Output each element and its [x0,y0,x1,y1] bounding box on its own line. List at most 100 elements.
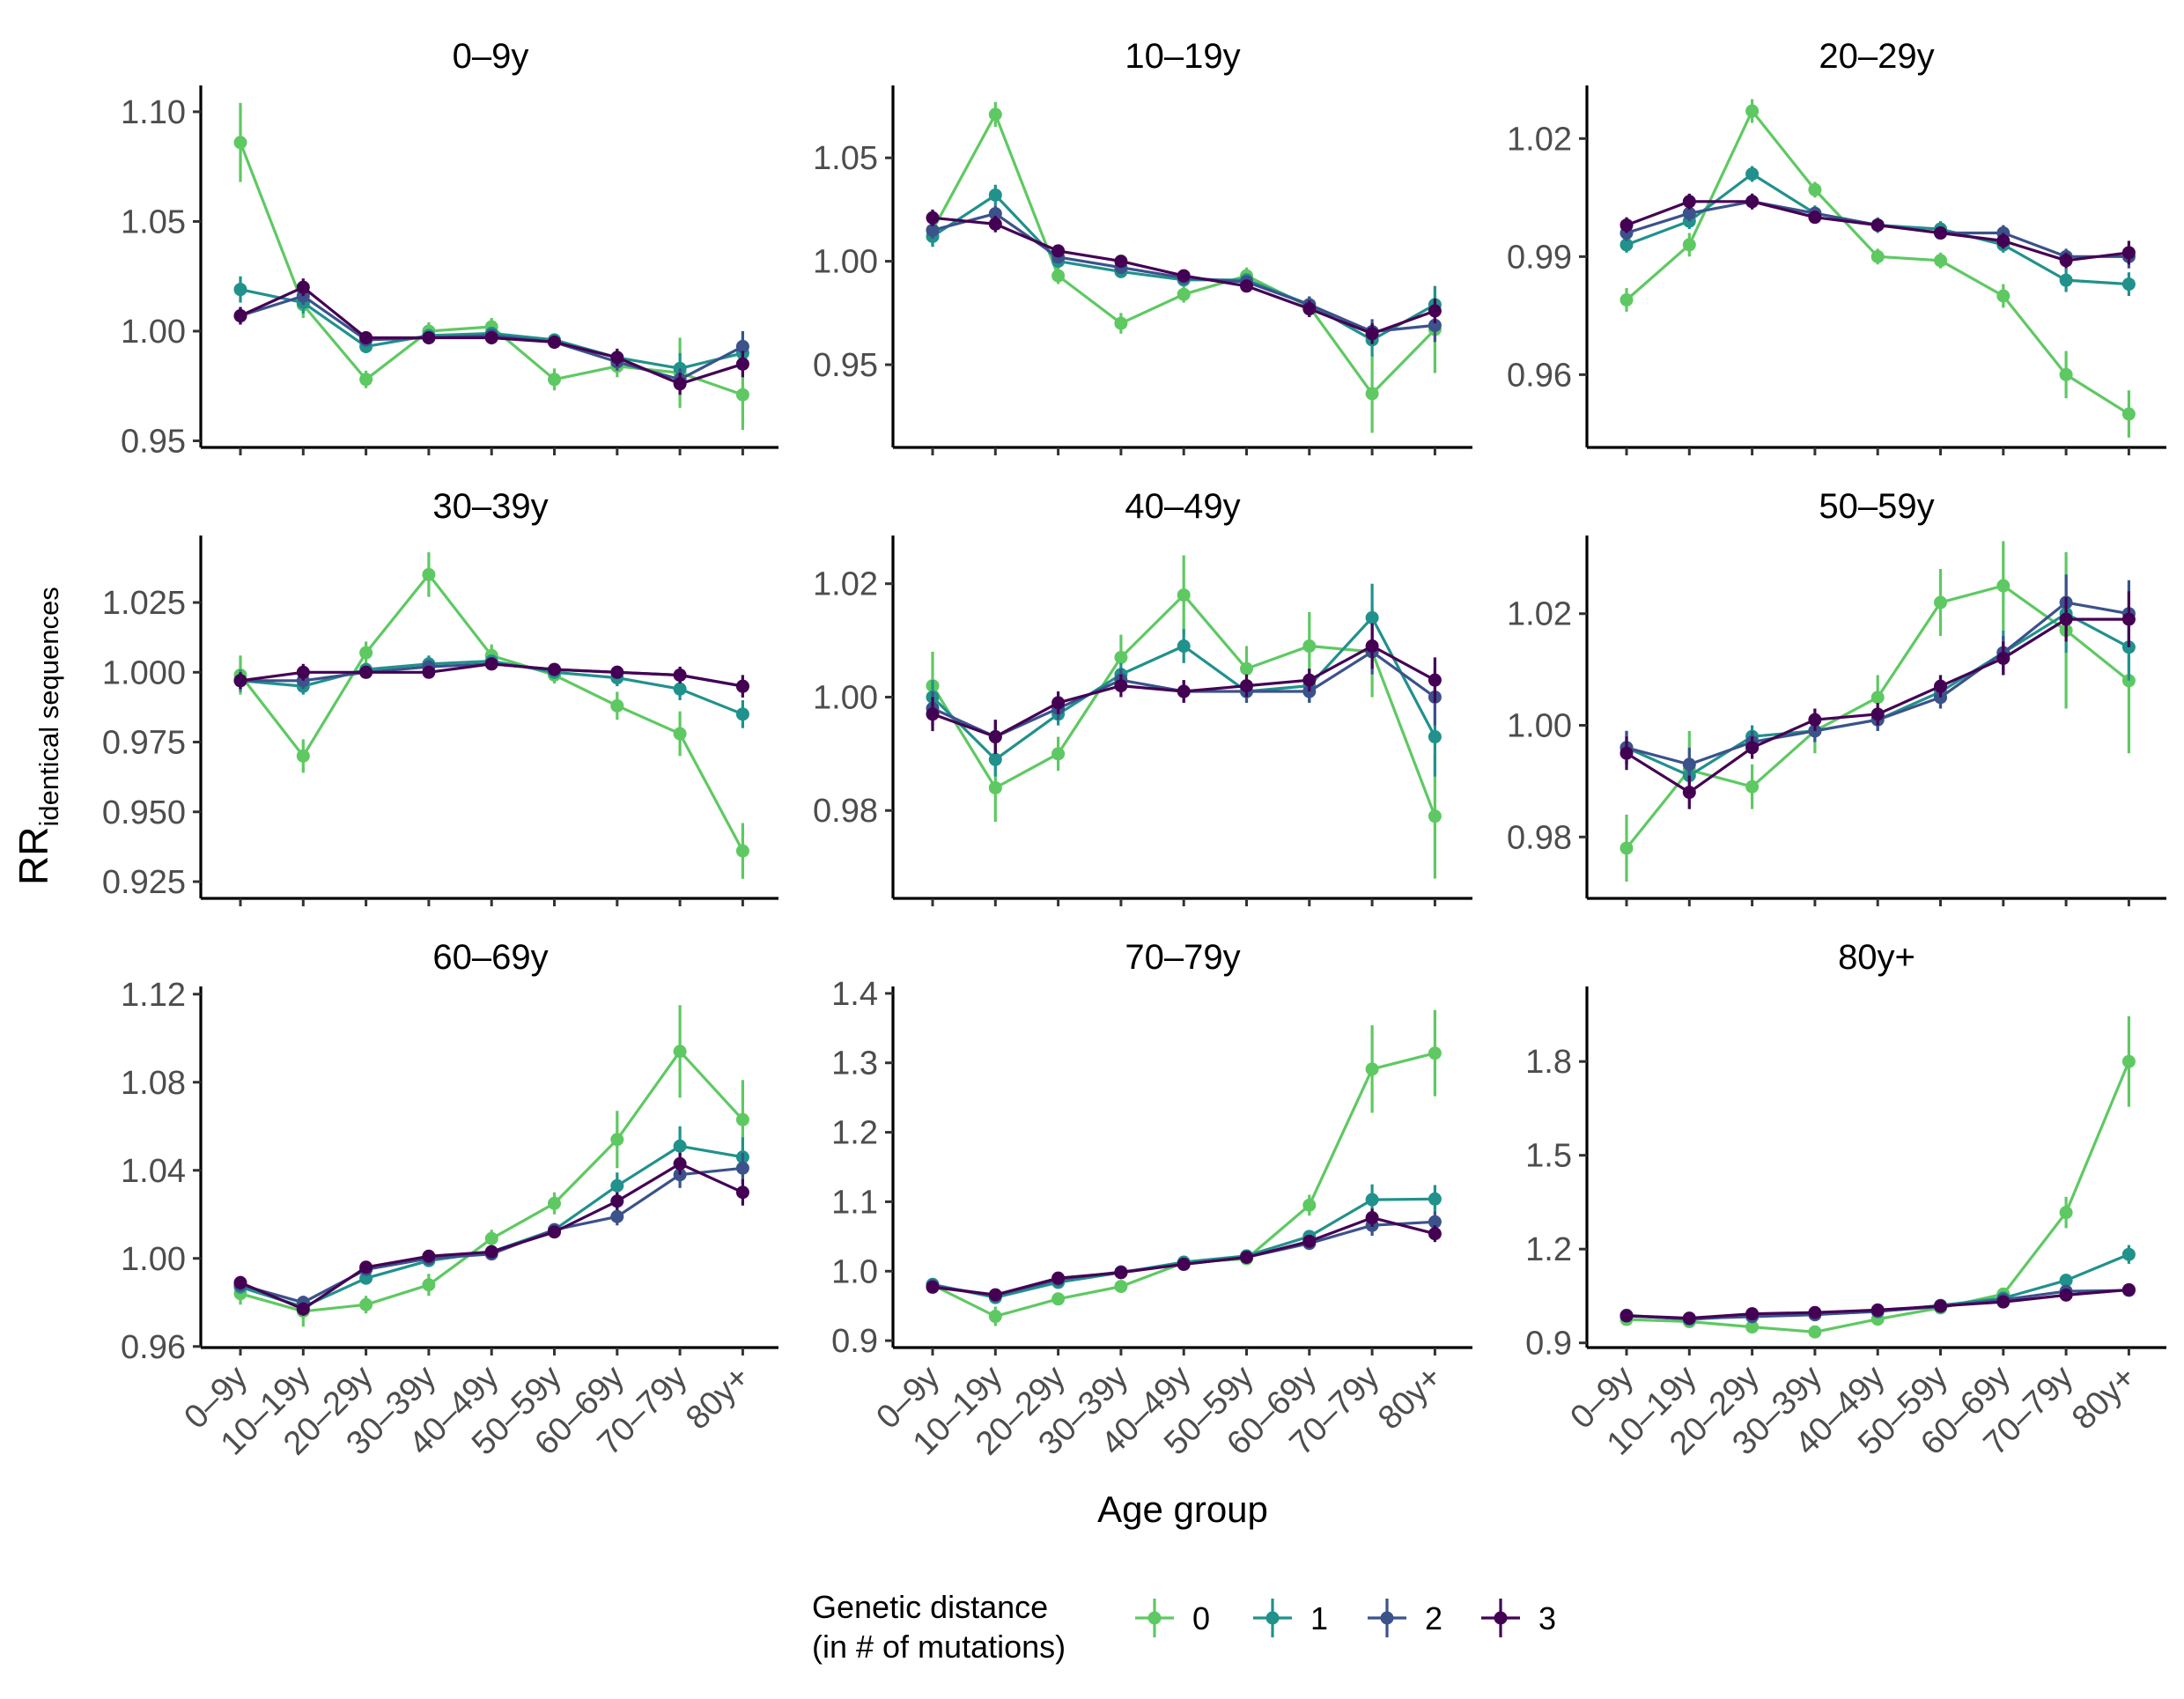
data-point [296,665,310,679]
y-tick-label: 1.025 [102,585,186,622]
data-point [1428,318,1442,332]
data-point [1365,1062,1379,1076]
y-tick-label: 1.05 [121,203,186,240]
data-point [2121,1247,2136,1261]
data-point [1428,673,1442,687]
series-distance-3 [1620,1282,2136,1326]
data-point [548,335,561,349]
data-point [548,373,561,387]
y-tick-label: 1.4 [831,976,878,1013]
data-point [1996,233,2011,247]
panel-title: 60–69y [432,938,548,977]
data-point [988,1288,1002,1302]
data-point [735,1161,749,1175]
data-point [1051,269,1066,283]
y-tick-label: 0.99 [1507,239,1572,276]
data-point [926,1280,940,1294]
y-tick-label: 1.5 [1525,1138,1572,1175]
data-point [1682,1311,1696,1326]
series-line [239,142,743,396]
data-point [484,1245,498,1259]
data-point [1934,226,1947,240]
data-point [296,749,310,763]
y-tick-label: 1.02 [813,566,878,603]
y-tick-label: 1.00 [813,244,878,281]
data-point [1620,746,1634,760]
data-point [1302,673,1317,687]
panel-40-49y: 40–49y 0.98 1.00 1.02 [813,487,1472,906]
data-point [1365,1211,1379,1225]
data-point [359,665,373,679]
data-point [610,665,624,679]
data-point [1114,679,1128,693]
data-point [1682,195,1696,209]
y-tick-label: 1.00 [121,1241,186,1278]
y-tick-label: 0.98 [1507,819,1572,856]
data-point [2059,254,2073,268]
x-tick-label: 80y+ [679,1359,757,1437]
series-distance-3 [926,623,1442,754]
data-point [1114,1280,1128,1294]
data-point [673,668,687,682]
y-tick-label: 0.9 [1525,1326,1572,1363]
series-distance-3 [233,278,749,395]
data-point [1745,167,1760,181]
data-point [484,330,498,344]
data-point [2059,1206,2073,1220]
y-tick-label: 0.975 [102,725,186,762]
data-point [1996,289,2011,303]
data-point [2059,273,2073,287]
data-point [422,330,436,344]
y-tick-label: 1.00 [1507,708,1572,745]
y-tick-label: 0.98 [813,793,878,830]
data-point [1808,1305,1822,1319]
data-point [988,207,1002,221]
data-point [1240,279,1253,293]
data-point [1808,713,1822,727]
data-point [735,1186,749,1200]
data-point [1177,1257,1191,1271]
data-point [1051,244,1066,258]
data-point [1302,639,1317,654]
data-point [1428,1192,1442,1206]
data-point [735,339,749,353]
data-point [1870,218,1885,233]
series-distance-1 [926,1184,1442,1304]
data-point [2121,612,2136,626]
series-line [239,572,744,852]
data-point [2059,1274,2073,1288]
series-distance-0 [1620,99,2136,438]
data-point [735,1112,749,1127]
data-point [1808,182,1822,196]
data-point [548,662,561,676]
series-distance-0 [233,552,749,879]
x-tick-label: 80y+ [1371,1359,1450,1437]
data-point [1682,786,1696,800]
data-point [1051,1271,1066,1285]
data-point [1177,269,1191,283]
legend: Genetic distance (in # of mutations) 0 1 2… [812,1589,1556,1665]
data-point [233,283,247,297]
y-axis-title-main: RR [11,827,56,885]
y-tick-label: 0.950 [102,794,186,831]
data-point [1365,327,1379,341]
y-tick-label: 1.08 [121,1065,186,1102]
y-tick-label: 1.00 [121,314,186,351]
data-point [1620,1309,1634,1323]
series-distance-3 [926,1208,1442,1302]
data-point [233,674,247,688]
panel-title: 30–39y [432,487,548,526]
data-point [610,1209,624,1223]
data-point [1051,747,1066,761]
data-point [1428,809,1442,824]
y-tick-label: 0.96 [121,1329,186,1366]
series-distance-3 [233,657,749,698]
data-point [1996,1295,2011,1309]
data-point [484,1231,498,1245]
y-tick-label: 0.96 [1507,357,1572,394]
series-line [240,1050,744,1313]
data-point [1934,254,1947,268]
data-point [1934,1299,1947,1313]
data-point [673,682,687,696]
data-point [1302,302,1317,316]
